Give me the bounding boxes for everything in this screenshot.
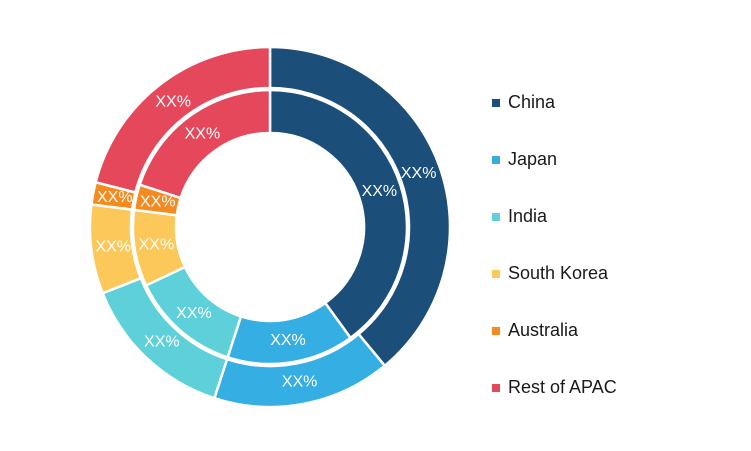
inner-slice-china [268, 88, 409, 340]
inner-label-australia: XX% [140, 193, 176, 210]
legend-item-australia: Australia [492, 302, 617, 359]
slice-labels: XX%XX%XX%XX%XX%XX%XX%XX%XX%XX%XX%XX% [95, 94, 436, 391]
legend-swatch-south-korea [492, 269, 500, 278]
legend-label-india: India [508, 206, 548, 226]
outer-label-china: XX% [401, 165, 437, 182]
legend-swatch-rest-of-apac [492, 383, 500, 392]
legend-label-china: China [508, 92, 556, 112]
outer-label-rest-of-apac: XX% [155, 94, 191, 111]
inner-label-rest-of-apac: XX% [185, 125, 221, 142]
legend-item-rest-of-apac: Rest of APAC [492, 359, 617, 416]
legend-label-south-korea: South Korea [508, 263, 609, 283]
legend-item-india: India [492, 188, 617, 245]
legend-item-south-korea: South Korea [492, 245, 617, 302]
outer-label-india: XX% [144, 334, 180, 351]
legend-swatch-australia [492, 326, 500, 335]
outer-label-japan: XX% [282, 374, 318, 391]
inner-ring [131, 88, 409, 366]
legend-item-japan: Japan [492, 131, 617, 188]
legend-swatch-china [492, 98, 500, 107]
inner-label-china: XX% [362, 183, 398, 200]
inner-label-japan: XX% [270, 332, 306, 349]
legend-swatch-india [492, 212, 500, 221]
legend-label-australia: Australia [508, 320, 579, 340]
outer-slice-china [268, 45, 452, 368]
inner-label-south-korea: XX% [139, 236, 175, 253]
outer-label-australia: XX% [97, 189, 133, 206]
legend-swatch-japan [492, 155, 500, 164]
inner-slice-rest-of-apac [138, 88, 272, 200]
legend-label-japan: Japan [508, 149, 558, 169]
outer-ring [88, 45, 452, 409]
inner-label-india: XX% [176, 305, 212, 322]
outer-slice-rest-of-apac [94, 45, 272, 194]
legend: China Japan India South Korea Australia … [492, 74, 617, 416]
legend-label-rest-of-apac: Rest of APAC [508, 377, 617, 397]
legend-item-china: China [492, 74, 617, 131]
outer-label-south-korea: XX% [95, 238, 131, 255]
